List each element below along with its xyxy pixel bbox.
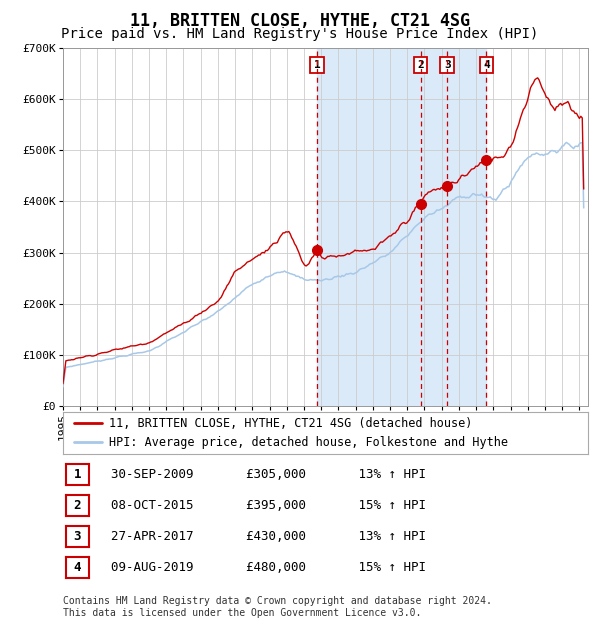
- Text: 1: 1: [314, 60, 320, 70]
- Text: 27-APR-2017       £430,000       13% ↑ HPI: 27-APR-2017 £430,000 13% ↑ HPI: [96, 530, 426, 542]
- Text: 4: 4: [74, 561, 81, 574]
- Text: 2: 2: [74, 499, 81, 511]
- Text: 3: 3: [444, 60, 451, 70]
- Text: 30-SEP-2009       £305,000       13% ↑ HPI: 30-SEP-2009 £305,000 13% ↑ HPI: [96, 468, 426, 481]
- Text: 4: 4: [483, 60, 490, 70]
- Text: 09-AUG-2019       £480,000       15% ↑ HPI: 09-AUG-2019 £480,000 15% ↑ HPI: [96, 561, 426, 574]
- Text: 3: 3: [74, 530, 81, 542]
- Bar: [317, 48, 487, 406]
- Text: Price paid vs. HM Land Registry's House Price Index (HPI): Price paid vs. HM Land Registry's House …: [61, 27, 539, 41]
- Text: Contains HM Land Registry data © Crown copyright and database right 2024.
This d: Contains HM Land Registry data © Crown c…: [63, 596, 492, 618]
- Text: HPI: Average price, detached house, Folkestone and Hythe: HPI: Average price, detached house, Folk…: [109, 436, 508, 449]
- Text: 1: 1: [74, 468, 81, 481]
- Text: 08-OCT-2015       £395,000       15% ↑ HPI: 08-OCT-2015 £395,000 15% ↑ HPI: [96, 499, 426, 511]
- Text: 11, BRITTEN CLOSE, HYTHE, CT21 4SG: 11, BRITTEN CLOSE, HYTHE, CT21 4SG: [130, 12, 470, 30]
- Text: 2: 2: [417, 60, 424, 70]
- Text: 11, BRITTEN CLOSE, HYTHE, CT21 4SG (detached house): 11, BRITTEN CLOSE, HYTHE, CT21 4SG (deta…: [109, 417, 473, 430]
